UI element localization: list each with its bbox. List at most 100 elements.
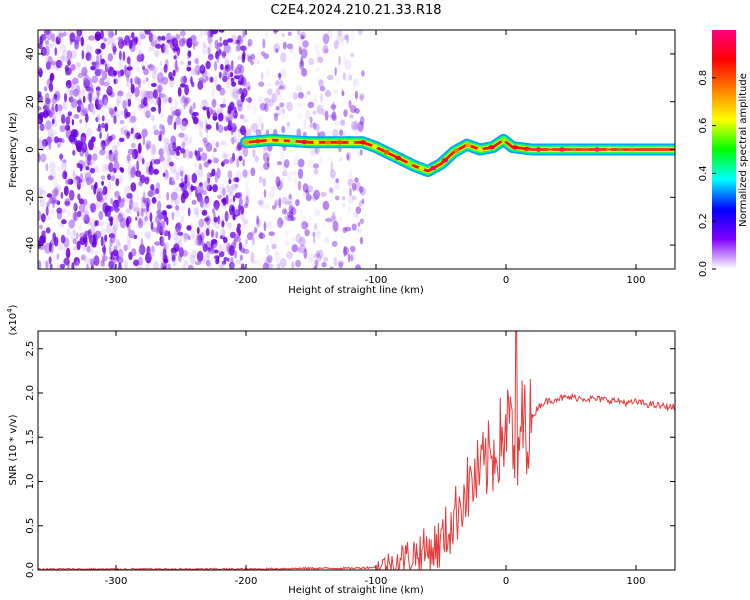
noise-speckle <box>262 152 270 163</box>
noise-speckle <box>351 223 357 231</box>
noise-speckle <box>226 45 233 55</box>
noise-speckle <box>309 116 313 124</box>
noise-speckle <box>221 260 227 265</box>
noise-speckle <box>72 229 77 236</box>
noise-speckle <box>125 208 130 214</box>
noise-speckle <box>317 249 324 259</box>
noise-speckle <box>251 259 257 265</box>
noise-speckle <box>247 169 255 176</box>
noise-speckle <box>242 169 248 178</box>
noise-speckle <box>256 259 262 266</box>
noise-speckle <box>349 187 352 197</box>
noise-speckle <box>344 226 352 232</box>
noise-speckle <box>211 229 214 238</box>
noise-speckle <box>125 208 132 214</box>
noise-speckle <box>63 123 67 133</box>
noise-speckle <box>105 155 109 160</box>
noise-speckle <box>250 60 255 66</box>
noise-speckle <box>219 186 222 197</box>
noise-speckle <box>210 108 214 115</box>
noise-speckle <box>118 38 125 49</box>
noise-speckle <box>132 201 139 212</box>
noise-speckle <box>194 64 201 76</box>
noise-speckle <box>145 111 151 116</box>
noise-speckle <box>348 100 352 108</box>
noise-speckle <box>174 200 178 206</box>
noise-speckle <box>41 49 46 58</box>
noise-speckle <box>331 240 338 247</box>
noise-speckle <box>295 84 302 92</box>
noise-speckle <box>161 76 169 85</box>
noise-speckle <box>210 229 217 238</box>
noise-speckle <box>288 193 292 200</box>
noise-speckle <box>133 259 140 267</box>
noise-speckle <box>49 109 52 117</box>
noise-speckle <box>232 195 236 203</box>
noise-speckle <box>260 51 266 56</box>
noise-speckle <box>150 106 157 112</box>
noise-speckle <box>241 53 246 63</box>
noise-speckle <box>38 139 43 149</box>
noise-speckle <box>113 223 119 231</box>
noise-speckle <box>175 43 179 52</box>
noise-speckle <box>212 116 218 121</box>
noise-speckle <box>135 46 139 52</box>
noise-speckle <box>213 249 219 254</box>
noise-speckle <box>125 80 132 88</box>
colorbar-label: Normalized spectral amplitude <box>738 73 749 227</box>
noise-speckle <box>45 205 49 216</box>
noise-speckle <box>40 234 46 245</box>
noise-speckle <box>286 211 294 218</box>
noise-speckle <box>150 184 155 191</box>
noise-speckle <box>179 205 186 212</box>
noise-speckle <box>129 204 132 210</box>
noise-speckle <box>316 50 320 56</box>
noise-speckle <box>114 106 117 112</box>
noise-speckle <box>117 265 123 269</box>
noise-speckle <box>142 135 146 146</box>
noise-speckle <box>221 220 225 228</box>
noise-speckle <box>229 71 234 78</box>
noise-speckle <box>122 51 126 61</box>
noise-speckle <box>84 159 89 169</box>
noise-speckle <box>91 265 94 269</box>
noise-speckle <box>44 244 50 248</box>
noise-speckle <box>95 220 100 226</box>
noise-speckle <box>157 194 162 199</box>
noise-speckle <box>180 177 184 185</box>
noise-speckle <box>346 153 350 161</box>
noise-speckle <box>59 44 67 53</box>
noise-speckle <box>174 169 178 175</box>
noise-speckle <box>43 259 50 265</box>
noise-speckle <box>73 202 78 212</box>
noise-speckle <box>73 201 77 211</box>
noise-speckle <box>232 87 240 97</box>
noise-speckle <box>38 124 43 130</box>
noise-speckle <box>179 170 184 177</box>
noise-speckle <box>247 86 251 91</box>
noise-speckle <box>280 220 285 225</box>
noise-speckle <box>263 189 267 198</box>
noise-speckle <box>212 254 218 262</box>
noise-speckle <box>44 30 51 35</box>
noise-speckle <box>153 129 160 136</box>
noise-speckle <box>103 99 109 108</box>
noise-speckle <box>237 55 241 60</box>
noise-speckle <box>108 260 114 269</box>
noise-speckle <box>82 95 86 104</box>
noise-speckle <box>39 199 46 208</box>
noise-speckle <box>144 231 151 239</box>
ridge-peak <box>278 138 285 143</box>
noise-speckle <box>190 186 197 191</box>
noise-speckle <box>243 203 248 209</box>
noise-speckle <box>178 38 186 47</box>
noise-speckle <box>154 188 160 195</box>
noise-speckle <box>231 205 235 213</box>
ridge-peak <box>500 137 507 143</box>
noise-speckle <box>359 111 364 122</box>
noise-speckle <box>107 53 114 62</box>
noise-speckle <box>40 189 47 196</box>
noise-speckle <box>100 142 105 149</box>
colorbar: 0.0 0.2 0.4 0.6 0.8 Normalized spectral ampl… <box>698 30 749 277</box>
noise-speckle <box>56 207 63 214</box>
